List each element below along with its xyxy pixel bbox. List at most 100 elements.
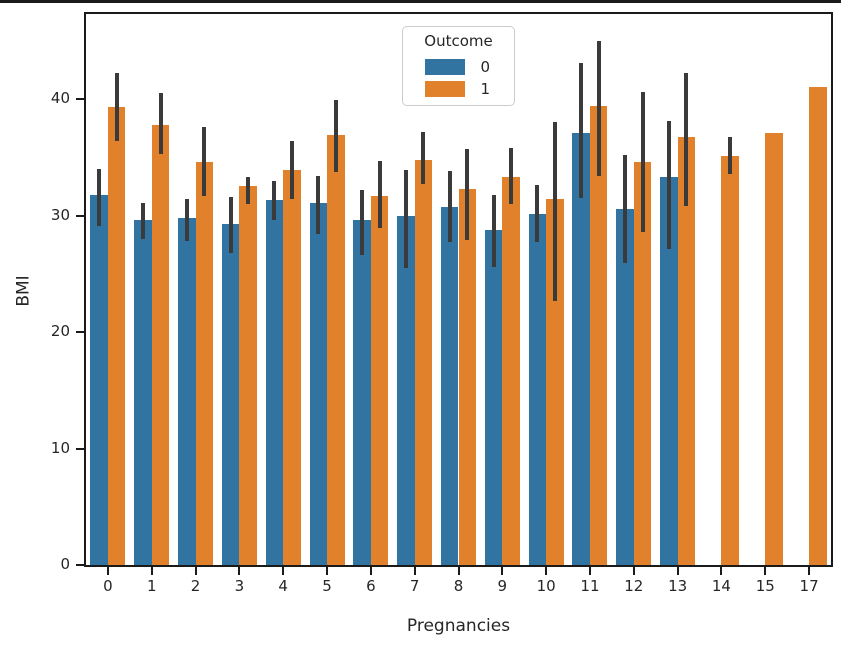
- bar-outcome0-cat11: [572, 132, 590, 565]
- bar-outcome0-cat1: [134, 220, 152, 565]
- errorbar-outcome0-cat12: [623, 154, 628, 264]
- x-tick-label: 11: [580, 577, 600, 595]
- bar-outcome1-cat13: [677, 137, 696, 565]
- errorbar-outcome1-cat9: [509, 147, 514, 204]
- y-tick-mark: [76, 447, 84, 450]
- errorbar-outcome1-cat10: [552, 122, 557, 301]
- x-tick-mark: [501, 567, 504, 575]
- errorbar-outcome1-cat2: [202, 126, 207, 196]
- y-tick-mark: [76, 331, 84, 334]
- x-tick-mark: [545, 567, 548, 575]
- x-tick-label: 3: [234, 577, 245, 595]
- errorbar-outcome1-cat4: [289, 140, 294, 200]
- errorbar-outcome0-cat11: [579, 62, 584, 199]
- legend-entry-outcome1: 1: [411, 80, 506, 98]
- x-tick-label: 8: [453, 577, 464, 595]
- bar-outcome0-cat4: [265, 200, 284, 565]
- x-tick-mark: [764, 567, 767, 575]
- y-axis-label: BMI: [13, 275, 34, 307]
- x-tick-mark: [457, 567, 460, 575]
- errorbar-outcome0-cat6: [360, 189, 365, 256]
- x-tick-mark: [720, 567, 723, 575]
- x-tick-label: 6: [366, 577, 376, 595]
- bar-outcome1-cat5: [327, 135, 345, 565]
- x-tick-mark: [150, 567, 153, 575]
- errorbar-outcome0-cat8: [447, 171, 452, 243]
- y-tick-label: 10: [50, 438, 70, 457]
- bar-outcome1-cat10: [546, 199, 564, 565]
- bar-outcome0-cat9: [484, 229, 503, 565]
- x-tick-label: 1: [146, 577, 157, 595]
- errorbar-outcome1-cat11: [596, 40, 601, 176]
- bar-outcome1-cat1: [151, 124, 170, 565]
- y-tick-mark: [76, 214, 84, 217]
- errorbar-outcome0-cat2: [184, 199, 189, 242]
- bar-outcome0-cat12: [616, 208, 634, 565]
- errorbar-outcome0-cat7: [403, 170, 408, 268]
- x-tick-mark: [588, 567, 591, 575]
- bar-outcome1-cat14: [721, 156, 739, 565]
- x-tick-mark: [282, 567, 285, 575]
- errorbar-outcome0-cat5: [316, 175, 321, 235]
- legend-swatch-1: [424, 81, 465, 97]
- errorbar-outcome1-cat14: [728, 137, 733, 174]
- bar-outcome1-cat15: [765, 132, 783, 565]
- bar-outcome0-cat10: [528, 214, 547, 565]
- errorbar-outcome0-cat3: [228, 196, 233, 253]
- x-axis-label: Pregnancies: [406, 616, 511, 636]
- bar-outcome0-cat13: [660, 177, 678, 565]
- errorbar-outcome0-cat1: [140, 202, 145, 239]
- bar-outcome0-cat2: [178, 217, 196, 565]
- y-tick-label: 20: [50, 322, 70, 341]
- errorbar-outcome0-cat13: [666, 121, 671, 250]
- bar-outcome0-cat0: [90, 194, 108, 565]
- errorbar-outcome1-cat7: [421, 131, 426, 185]
- y-tick-label: 40: [50, 89, 70, 108]
- x-tick-label: 7: [409, 577, 420, 595]
- errorbar-outcome0-cat0: [97, 168, 102, 226]
- errorbar-outcome1-cat12: [640, 92, 645, 232]
- x-tick-label: 13: [668, 577, 688, 595]
- x-tick-label: 10: [536, 577, 556, 595]
- errorbar-outcome1-cat8: [465, 149, 470, 240]
- x-tick-label: 17: [799, 577, 819, 595]
- errorbar-outcome1-cat0: [114, 73, 119, 141]
- bar-outcome0-cat6: [353, 220, 371, 565]
- bar-outcome1-cat11: [589, 106, 608, 565]
- bar-outcome1-cat17: [809, 87, 827, 565]
- x-tick-mark: [238, 567, 241, 575]
- x-tick-mark: [194, 567, 197, 575]
- bar-outcome1-cat3: [239, 186, 257, 565]
- x-tick-label: 0: [103, 577, 113, 595]
- bar-outcome1-cat8: [458, 188, 477, 565]
- bar-outcome1-cat6: [370, 195, 389, 565]
- y-tick-label: 30: [50, 205, 70, 224]
- y-tick-mark: [76, 98, 84, 101]
- x-tick-mark: [326, 567, 329, 575]
- y-tick-mark: [76, 564, 84, 566]
- bar-outcome1-cat12: [633, 161, 652, 565]
- bar-outcome0-cat5: [309, 202, 328, 565]
- legend-label-1: 1: [480, 80, 491, 98]
- x-tick-label: 5: [322, 577, 332, 595]
- y-tick-label: 0: [60, 555, 70, 573]
- bar-outcome1-cat2: [195, 161, 214, 565]
- bar-outcome1-cat0: [107, 107, 126, 565]
- legend-entry-outcome0: 0: [411, 58, 506, 76]
- bar-outcome1-cat4: [283, 170, 301, 565]
- errorbar-outcome1-cat1: [158, 93, 163, 154]
- x-tick-label: 14: [711, 577, 731, 595]
- legend-label-0: 0: [480, 58, 491, 76]
- x-tick-label: 12: [624, 577, 644, 595]
- x-tick-mark: [413, 567, 416, 575]
- x-tick-label: 15: [755, 577, 775, 595]
- x-tick-label: 4: [278, 577, 288, 595]
- legend: Outcome 0 1: [402, 26, 515, 106]
- bar-outcome0-cat3: [221, 223, 240, 565]
- window-top-border: [0, 0, 841, 3]
- x-tick-label: 9: [497, 577, 508, 595]
- errorbar-outcome1-cat6: [377, 160, 382, 229]
- bar-outcome1-cat7: [414, 159, 433, 565]
- bar-outcome0-cat7: [397, 215, 415, 565]
